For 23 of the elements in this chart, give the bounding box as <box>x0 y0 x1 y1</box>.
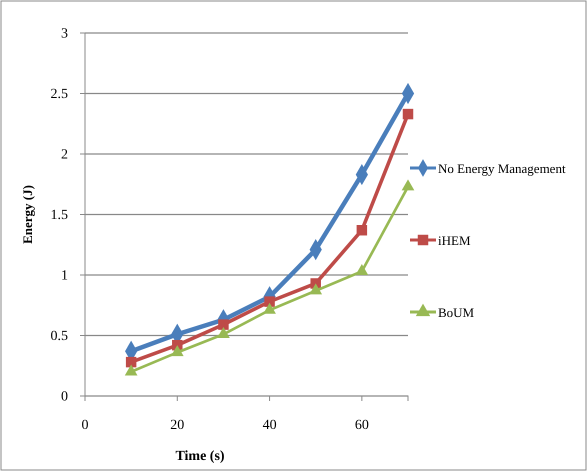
y-tick-label: 1.5 <box>50 208 68 223</box>
x-tick-label: 60 <box>354 418 369 433</box>
legend-label: No Energy Management <box>438 161 566 176</box>
y-tick-label: 2 <box>61 147 68 162</box>
legend-label: iHEM <box>438 233 471 248</box>
y-tick-label: 2.5 <box>50 86 68 102</box>
point <box>218 319 229 330</box>
y-tick-label: 3 <box>61 26 68 42</box>
x-tick-label: 20 <box>170 418 184 433</box>
y-tick-label: 0 <box>61 389 68 404</box>
x-tick-label: 0 <box>82 418 88 433</box>
y-tick-label: 0.5 <box>50 328 68 344</box>
point <box>402 108 414 120</box>
y-axis-title: Energy (J) <box>20 185 35 244</box>
point <box>170 345 184 356</box>
point <box>126 356 136 368</box>
point <box>264 296 275 307</box>
x-axis-title: Time (s) <box>175 449 225 464</box>
x-tick-label: 40 <box>262 418 277 433</box>
point <box>356 264 368 276</box>
y-tick-label: 1 <box>61 268 68 284</box>
point <box>356 224 368 236</box>
legend-label: BoUM <box>438 305 475 320</box>
